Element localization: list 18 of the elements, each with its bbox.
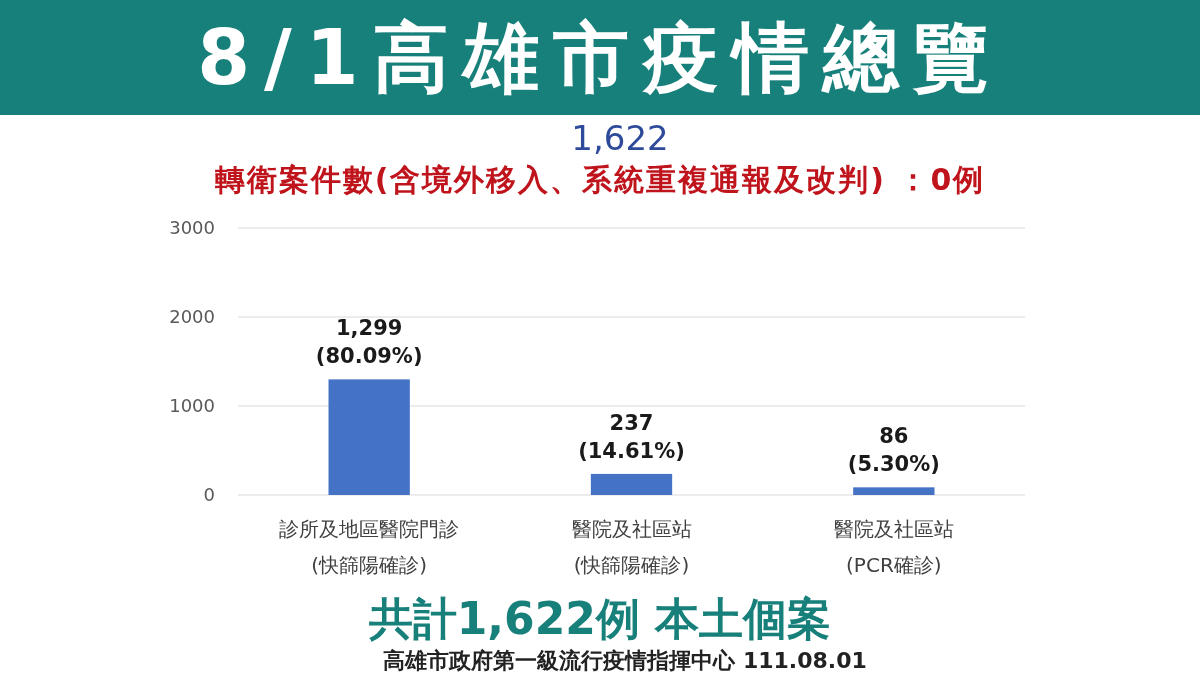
chart-subtitle: 轉衛案件數(含境外移入、系統重複通報及改判) ：0例 [213, 162, 986, 197]
data-label: 1,299 (80.09%) [315, 316, 423, 369]
bar [328, 379, 410, 495]
x-tick-label: 診所及地區醫院門診 (快篩陽確診) [279, 517, 460, 577]
text: 高雄市政府第一級流行疫情指揮中心 111.08.01 [383, 648, 867, 673]
x-tick-label: 醫院及社區站 (快篩陽確診) [571, 517, 692, 577]
bar [853, 487, 935, 495]
bar [590, 473, 673, 495]
chart-title: 8/1高雄市疫情總覽 [197, 13, 1003, 102]
y-tick-label: 2000 [169, 306, 215, 328]
text: 1,622 [571, 118, 669, 158]
y-tick-label: 1000 [169, 395, 215, 417]
text: 共計1,622例 本土個案 [367, 593, 832, 644]
y-tick-label: 3000 [169, 217, 215, 239]
data-label: 237 (14.61%) [578, 410, 685, 463]
data-label: 86 (5.30%) [847, 424, 940, 477]
x-tick-label: 醫院及社區站 (PCR確診) [833, 517, 954, 577]
y-tick-label: 0 [203, 484, 215, 506]
